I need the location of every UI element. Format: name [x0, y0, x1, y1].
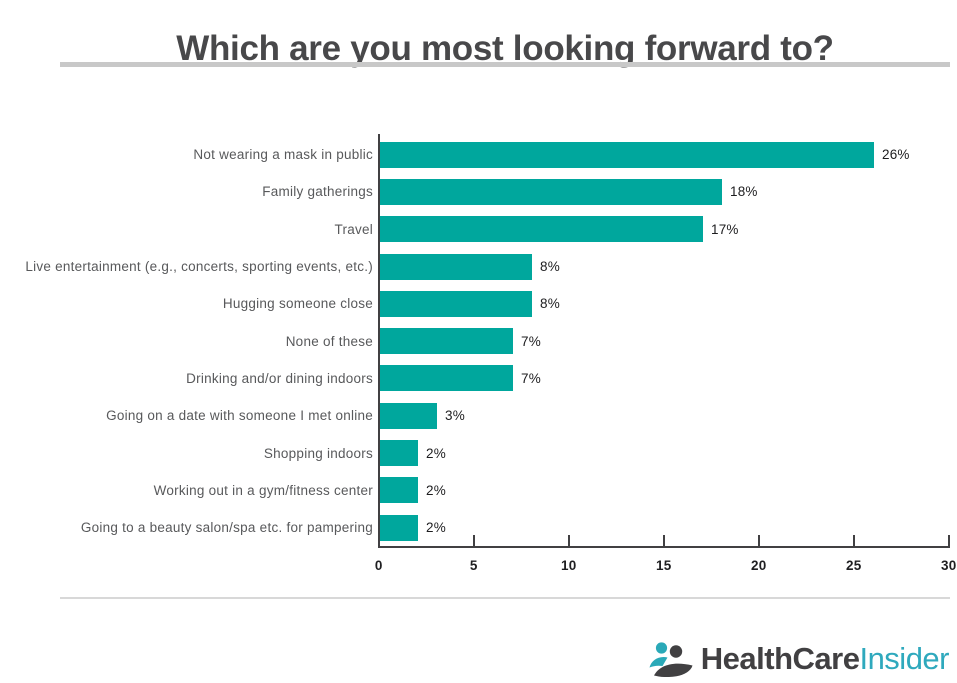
x-axis-tick-label: 15 [655, 558, 672, 573]
category-label: Going to a beauty salon/spa etc. for pam… [80, 520, 373, 536]
x-axis-tick-label: 10 [560, 558, 577, 573]
bottom-divider [60, 597, 950, 599]
chart-row: Live entertainment (e.g., concerts, spor… [0, 248, 957, 285]
bar-track: 7% [380, 365, 950, 392]
category-label: Going on a date with someone I met onlin… [106, 408, 373, 424]
chart-row: Going on a date with someone I met onlin… [0, 397, 957, 434]
x-axis-line [378, 546, 950, 548]
bar [380, 216, 703, 243]
chart-row: Shopping indoors 2% [0, 434, 957, 471]
bar-value-label: 2% [426, 520, 446, 536]
people-icon [649, 642, 693, 677]
bar-chart: Not wearing a mask in public 26% Family ga… [0, 136, 957, 547]
x-axis-tick-label: 20 [750, 558, 767, 573]
category-label: Shopping indoors [263, 445, 373, 461]
bar [380, 514, 418, 541]
bar [380, 402, 437, 429]
category-label: Hugging someone close [222, 296, 373, 312]
x-axis-tick [663, 535, 665, 546]
bar [380, 328, 513, 355]
bar-track: 8% [380, 290, 950, 317]
category-label: None of these [285, 333, 373, 349]
x-axis-tick-label: 0 [374, 558, 383, 573]
logo: HealthCareInsider [649, 641, 949, 677]
category-label: Not wearing a mask in public [193, 147, 373, 163]
chart-row: Family gatherings 18% [0, 173, 957, 210]
x-axis-tick-label: 30 [940, 558, 957, 573]
x-axis-tick [948, 535, 950, 546]
bar-value-label: 18% [730, 184, 758, 200]
chart-rows: Not wearing a mask in public 26% Family ga… [0, 136, 957, 546]
bar-track: 17% [380, 216, 950, 243]
category-label: Working out in a gym/fitness center [153, 482, 373, 498]
x-axis-tick [758, 535, 760, 546]
bar [380, 290, 532, 317]
bar [380, 141, 874, 168]
bar-track: 7% [380, 328, 950, 355]
logo-text-healthcare: HealthCare [700, 641, 860, 676]
bar-track: 2% [380, 477, 950, 504]
bar [380, 477, 418, 504]
y-axis-line [378, 134, 380, 547]
x-axis-tick-label: 5 [469, 558, 478, 573]
x-axis-tick [853, 535, 855, 546]
bar-value-label: 3% [445, 408, 465, 424]
bar-track: 3% [380, 402, 950, 429]
category-label: Travel [334, 221, 373, 237]
x-axis-tick [473, 535, 475, 546]
bar-track: 2% [380, 514, 950, 541]
bar-value-label: 2% [426, 482, 446, 498]
x-axis-tick [378, 535, 380, 546]
bar-track: 26% [380, 141, 950, 168]
chart-row: Not wearing a mask in public 26% [0, 136, 957, 173]
bar-value-label: 2% [426, 445, 446, 461]
bar [380, 365, 513, 392]
category-label: Drinking and/or dining indoors [186, 370, 373, 386]
logo-text: HealthCareInsider [700, 641, 950, 677]
chart-row: Hugging someone close 8% [0, 285, 957, 322]
chart-row: Going to a beauty salon/spa etc. for pam… [0, 509, 957, 546]
category-label: Live entertainment (e.g., concerts, spor… [25, 259, 373, 275]
bar-track: 8% [380, 253, 950, 280]
category-label: Family gatherings [262, 184, 373, 200]
bar-value-label: 8% [540, 259, 560, 275]
chart-row: Travel 17% [0, 211, 957, 248]
bar-value-label: 8% [540, 296, 560, 312]
chart-row: Working out in a gym/fitness center 2% [0, 472, 957, 509]
chart-row: None of these 7% [0, 322, 957, 359]
bar [380, 253, 532, 280]
bar-value-label: 17% [711, 221, 739, 237]
bar-track: 18% [380, 178, 950, 205]
page-title: Which are you most looking forward to? [176, 29, 834, 69]
logo-text-insider: Insider [859, 641, 949, 676]
top-divider [60, 62, 950, 67]
bar-value-label: 26% [882, 147, 910, 163]
x-axis-tick [568, 535, 570, 546]
bar-value-label: 7% [521, 370, 541, 386]
bar-value-label: 7% [521, 333, 541, 349]
chart-row: Drinking and/or dining indoors 7% [0, 360, 957, 397]
bar [380, 178, 722, 205]
bar-track: 2% [380, 440, 950, 467]
x-axis-tick-label: 25 [845, 558, 862, 573]
bar [380, 440, 418, 467]
